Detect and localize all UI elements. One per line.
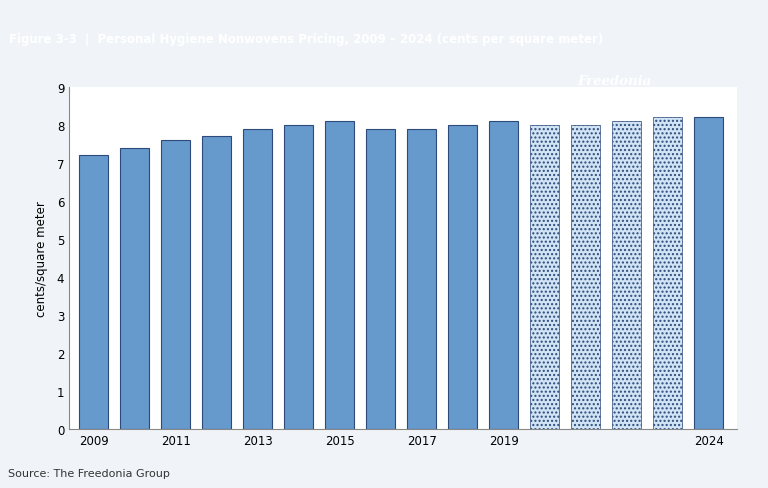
Y-axis label: cents/square meter: cents/square meter <box>35 201 48 316</box>
Bar <box>79 156 108 429</box>
Bar <box>326 122 354 429</box>
Bar <box>489 122 518 429</box>
Bar <box>284 126 313 429</box>
Bar <box>407 130 436 429</box>
Bar <box>612 122 641 429</box>
Bar <box>202 137 231 429</box>
Bar <box>654 118 682 429</box>
Bar <box>694 118 723 429</box>
Bar <box>449 126 477 429</box>
Text: Source: The Freedonia Group: Source: The Freedonia Group <box>8 468 170 478</box>
Bar <box>161 141 190 429</box>
Bar <box>121 148 149 429</box>
Bar <box>530 126 559 429</box>
Text: Figure 3-3  |  Personal Hygiene Nonwovens Pricing, 2009 – 2024 (cents per square: Figure 3-3 | Personal Hygiene Nonwovens … <box>9 33 604 45</box>
Bar <box>243 130 272 429</box>
Bar <box>366 130 395 429</box>
Text: Freedonia: Freedonia <box>578 75 651 88</box>
Bar <box>571 126 600 429</box>
